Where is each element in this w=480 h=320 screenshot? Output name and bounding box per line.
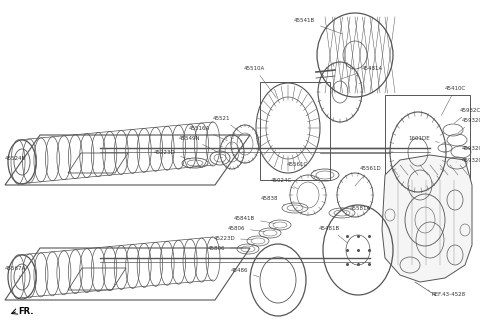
Text: 45932C: 45932C [456, 157, 480, 163]
Text: 45561C: 45561C [287, 163, 315, 171]
Text: 45541B: 45541B [294, 18, 342, 34]
Text: 45561D: 45561D [355, 165, 382, 186]
Text: 45521: 45521 [213, 116, 242, 133]
Text: 45481B: 45481B [319, 226, 348, 243]
Text: 45932C: 45932C [462, 146, 480, 150]
Text: 45223D: 45223D [213, 236, 253, 241]
Text: 45806: 45806 [207, 245, 243, 251]
Text: 45024C: 45024C [271, 178, 298, 189]
Text: 45510A: 45510A [244, 66, 276, 98]
Text: FR.: FR. [18, 307, 34, 316]
Text: 45481A: 45481A [341, 66, 383, 79]
Text: 45410C: 45410C [441, 85, 466, 116]
Text: REF.43-4528: REF.43-4528 [428, 290, 466, 298]
Text: 45524B: 45524B [5, 156, 26, 161]
Text: 45223D: 45223D [153, 149, 191, 159]
Text: 45516A: 45516A [189, 125, 228, 141]
Text: 45806: 45806 [228, 226, 265, 232]
Text: 45486: 45486 [230, 268, 259, 277]
Text: 45841B: 45841B [234, 215, 275, 223]
Text: 45932C: 45932C [454, 108, 480, 123]
Polygon shape [382, 155, 472, 282]
Text: 45549N: 45549N [179, 135, 216, 151]
Text: 45932C: 45932C [458, 117, 480, 133]
Text: 45567A: 45567A [5, 266, 26, 277]
Text: 45581A: 45581A [343, 205, 371, 212]
Text: 1601DE: 1601DE [408, 135, 439, 142]
Text: 45838: 45838 [261, 196, 285, 205]
